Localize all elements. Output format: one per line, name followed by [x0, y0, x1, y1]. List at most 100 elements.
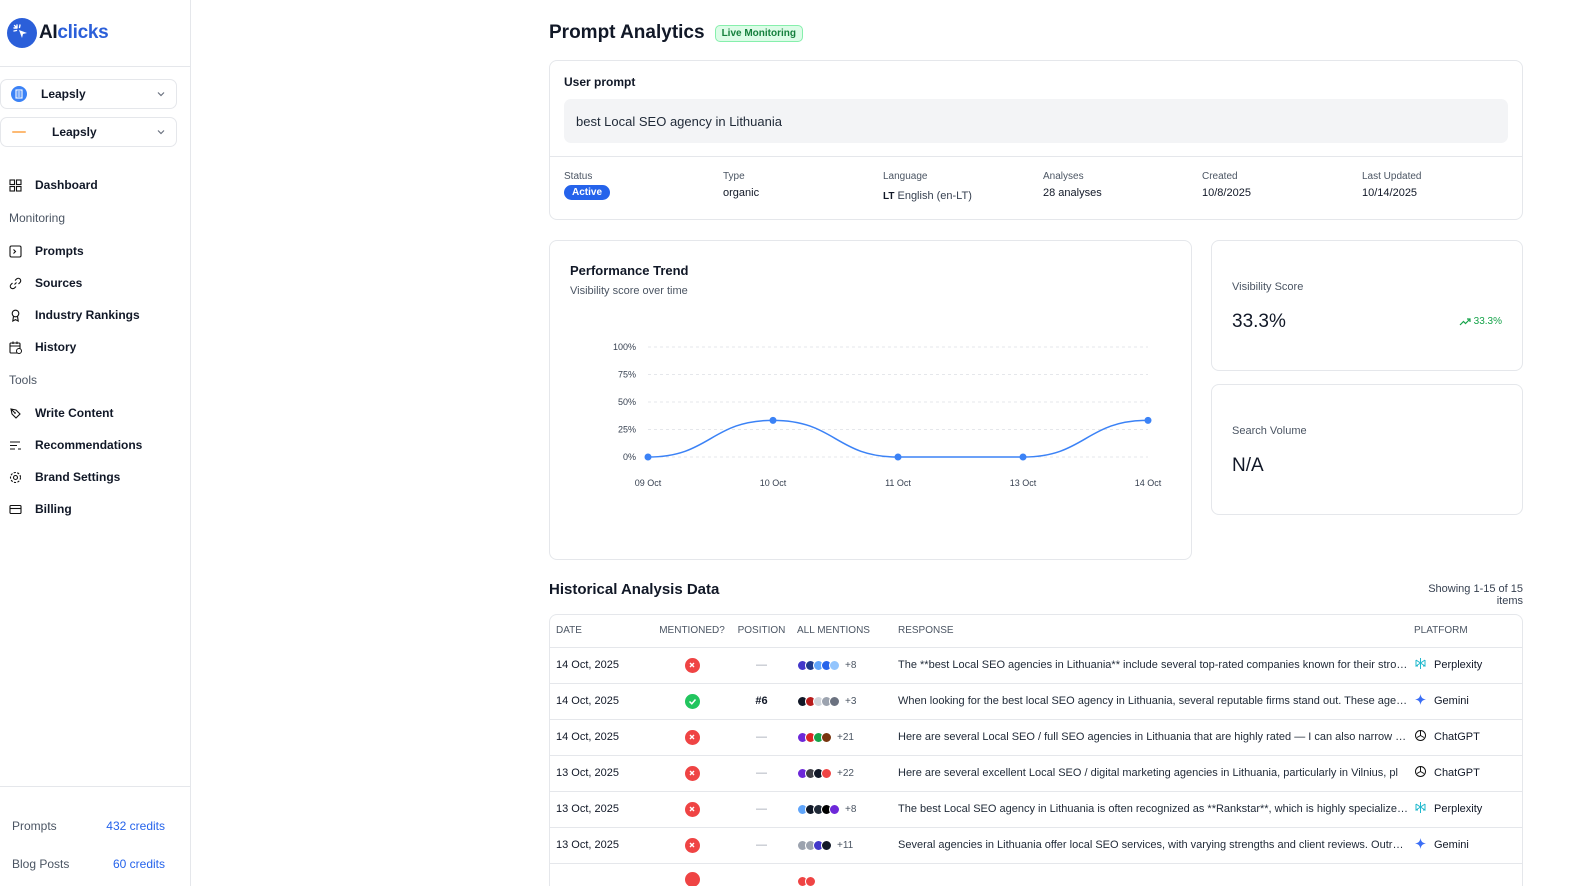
status-badge: Active: [564, 185, 611, 200]
perplexity-icon: [1414, 657, 1434, 673]
sidebar-item-prompts[interactable]: Prompts: [0, 235, 190, 267]
sidebar-item-label: Recommendations: [35, 438, 143, 452]
performance-trend-chart[interactable]: 100% 75% 50% 25% 0% 09 Oct 10 Oct 11 Oct 13 Oct 1…: [550, 241, 1193, 561]
cell-mentioned: [652, 863, 732, 886]
cell-platform: Gemini: [1408, 683, 1522, 720]
cell-date: 14 Oct, 2025: [550, 647, 652, 684]
cell-response[interactable]: Several agencies in Lithuania offer loca…: [892, 827, 1408, 864]
cell-date: 13 Oct, 2025: [550, 827, 652, 864]
gear-icon: [9, 471, 22, 483]
col-response[interactable]: RESPONSE: [892, 615, 1408, 648]
building-icon: [10, 85, 28, 103]
col-all-mentions[interactable]: ALL MENTIONS: [791, 615, 892, 648]
more-mentions-count: +8: [845, 659, 857, 671]
sidebar-item-sources[interactable]: Sources: [0, 267, 190, 299]
y-tick-label: 0%: [623, 452, 636, 462]
data-point: [769, 416, 777, 424]
brand-favicon-icon: [821, 839, 832, 851]
platform-name: Gemini: [1434, 839, 1469, 851]
table-row[interactable]: 14 Oct, 2025 #6 +3 When looking for the bes…: [550, 683, 1522, 720]
visibility-delta: 33.3%: [1459, 316, 1502, 327]
cell-platform: Gemini: [1408, 827, 1522, 864]
cell-mentioned: [652, 683, 732, 720]
cell-platform: Perplexity: [1408, 647, 1522, 684]
sidebar-item-label: Industry Rankings: [35, 308, 140, 322]
sidebar-item-history[interactable]: History: [0, 331, 190, 363]
sidebar-item-label: History: [35, 340, 77, 354]
col-position[interactable]: POSITION: [732, 615, 791, 648]
credits-panel: Prompts 432 credits Blog Posts 60 credit…: [0, 786, 190, 883]
table-row[interactable]: 13 Oct, 2025 — +11 Several agencies in Lith…: [550, 827, 1522, 864]
cell-mentions[interactable]: +21: [791, 719, 892, 756]
cell-platform: ChatGPT: [1408, 719, 1522, 756]
cell-mentions[interactable]: [791, 863, 892, 886]
cell-mentions[interactable]: +22: [791, 755, 892, 792]
col-platform[interactable]: PLATFORM: [1408, 615, 1522, 648]
cell-mentions[interactable]: +8: [791, 647, 892, 684]
workspace-selector[interactable]: Leapsly: [0, 79, 177, 109]
card-icon: [9, 504, 22, 514]
sidebar-item-recommendations[interactable]: Recommendations: [0, 429, 190, 461]
meta-status: Status Active: [564, 171, 611, 200]
search-volume-value: N/A: [1232, 455, 1264, 476]
sidebar-item-label: Write Content: [35, 406, 114, 420]
sidebar-item-write-content[interactable]: Write Content: [0, 397, 190, 429]
cell-mentioned: [652, 791, 732, 828]
cell-response[interactable]: Here are several Local SEO / full SEO ag…: [892, 719, 1408, 756]
trending-up-icon: [1459, 317, 1471, 325]
history-table: DATE MENTIONED? POSITION ALL MENTIONS RE…: [549, 614, 1523, 886]
col-mentioned[interactable]: MENTIONED?: [652, 615, 732, 648]
x-tick-label: 14 Oct: [1135, 478, 1162, 488]
sidebar-item-label: Billing: [35, 502, 72, 516]
calendar-icon: [9, 341, 22, 354]
platform-name: ChatGPT: [1434, 767, 1480, 779]
y-tick-label: 50%: [618, 397, 636, 407]
table-row[interactable]: 14 Oct, 2025 — +8 The **best Local SEO agen…: [550, 647, 1522, 684]
cell-mentions[interactable]: +8: [791, 791, 892, 828]
page-title: Prompt Analytics: [549, 22, 705, 43]
gemini-icon: [1414, 837, 1434, 853]
logo[interactable]: AIclicks: [0, 0, 190, 67]
language-value: English (en-LT): [897, 190, 972, 202]
chevron-down-icon: [157, 130, 165, 135]
chatgpt-icon: [1414, 765, 1434, 781]
x-tick-label: 11 Oct: [885, 478, 911, 488]
data-point: [1019, 453, 1027, 461]
sidebar-item-dashboard[interactable]: Dashboard: [0, 169, 190, 201]
pen-icon: [10, 407, 21, 419]
sidebar-item-billing[interactable]: Billing: [0, 493, 190, 525]
table-row[interactable]: 14 Oct, 2025 — +21 Here are several Local S…: [550, 719, 1522, 756]
platform-name: Perplexity: [1434, 659, 1483, 671]
table-row[interactable]: 13 Oct, 2025 — +8 The best Local SEO agency…: [550, 791, 1522, 828]
col-date[interactable]: DATE: [550, 615, 652, 648]
sidebar-item-label: Prompts: [35, 244, 84, 258]
award-icon: [11, 309, 20, 322]
cell-response[interactable]: [892, 863, 1408, 886]
sidebar-item-industry-rankings[interactable]: Industry Rankings: [0, 299, 190, 331]
main-content: Prompt Analytics Live Monitoring User pr…: [191, 0, 1589, 886]
brand-favicon-icon: [821, 767, 832, 779]
prompt-text[interactable]: best Local SEO agency in Lithuania: [564, 99, 1508, 143]
chevron-down-icon: [157, 92, 165, 97]
cell-response[interactable]: The best Local SEO agency in Lithuania i…: [892, 791, 1408, 828]
cell-mentioned: [652, 647, 732, 684]
cell-mentions[interactable]: +3: [791, 683, 892, 720]
history-title: Historical Analysis Data: [549, 581, 720, 598]
cell-platform: ChatGPT: [1408, 755, 1522, 792]
search-volume-card: Search Volume N/A: [1211, 384, 1523, 515]
platform-name: Perplexity: [1434, 803, 1483, 815]
series-line: [647, 419, 1149, 458]
data-point: [1144, 416, 1152, 424]
project-selector[interactable]: Leapsly: [0, 117, 177, 147]
sidebar-item-brand-settings[interactable]: Brand Settings: [0, 461, 190, 493]
table-row[interactable]: [550, 863, 1522, 886]
brand-favicon-icon: [829, 659, 840, 671]
project-name: Leapsly: [52, 125, 97, 139]
cell-date: 13 Oct, 2025: [550, 791, 652, 828]
more-mentions-count: +22: [837, 767, 854, 779]
table-row[interactable]: 13 Oct, 2025 — +22 Here are several excelle…: [550, 755, 1522, 792]
cell-response[interactable]: The **best Local SEO agencies in Lithuan…: [892, 647, 1408, 684]
cell-response[interactable]: Here are several excellent Local SEO / d…: [892, 755, 1408, 792]
cell-response[interactable]: When looking for the best local SEO agen…: [892, 683, 1408, 720]
cell-mentions[interactable]: +11: [791, 827, 892, 864]
